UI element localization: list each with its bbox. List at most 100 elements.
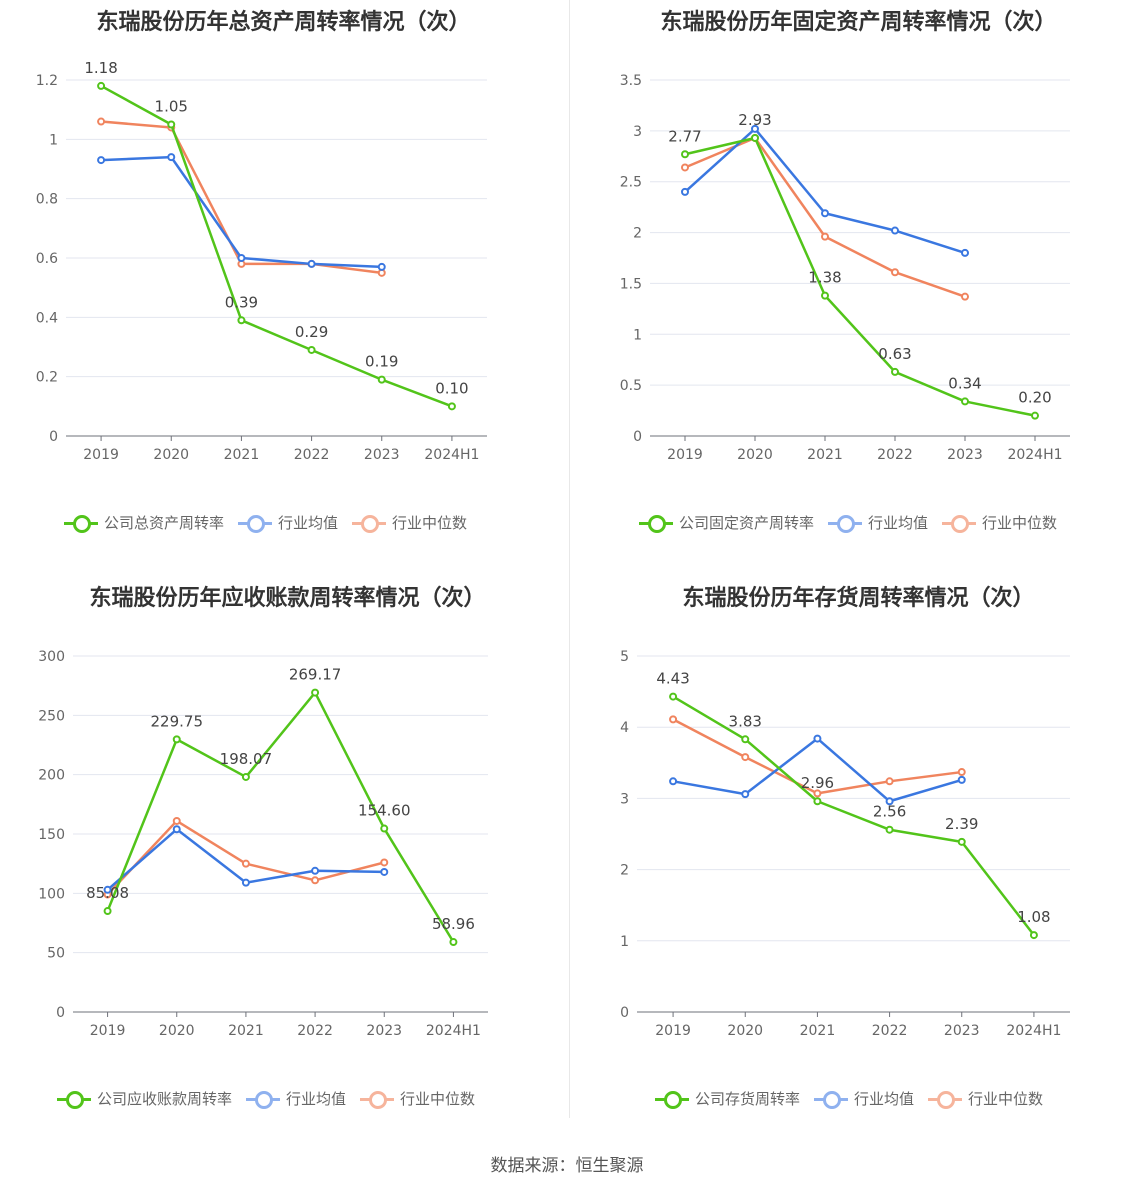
legend-item-company[interactable]: 公司固定资产周转率 [639, 512, 814, 533]
chart-legend: 公司总资产周转率 行业均值 行业中位数 [64, 512, 481, 533]
legend-item-industry-median[interactable]: 行业中位数 [942, 512, 1057, 533]
data-point-company [167, 120, 176, 129]
legend-item-industry-average[interactable]: 行业均值 [828, 512, 928, 533]
legend-line-icon [57, 1090, 91, 1109]
legend-item-company[interactable]: 公司总资产周转率 [64, 512, 224, 533]
x-tick-label: 2022 [297, 1023, 333, 1039]
x-tick-label: 2024H1 [1007, 447, 1062, 463]
legend-item-industry-average[interactable]: 行业均值 [238, 512, 338, 533]
legend-item-industry-median[interactable]: 行业中位数 [360, 1088, 475, 1109]
legend-label: 公司总资产周转率 [104, 514, 225, 532]
data-label: 0.63 [878, 345, 911, 363]
y-tick-label: 200 [38, 768, 65, 784]
chart-panel-inventory-turnover: 东瑞股份历年存货周转率情况（次） 0 1 2 3 4 5 2019 2020 2021 2022 2… [567, 576, 1134, 1152]
data-point-avg [172, 825, 181, 834]
data-point-median [172, 816, 181, 825]
x-tick-label: 2023 [944, 1023, 980, 1039]
legend-item-industry-average[interactable]: 行业均值 [246, 1088, 346, 1109]
data-point-company [669, 692, 678, 701]
data-label: 0.19 [365, 353, 398, 371]
data-point-avg [751, 124, 759, 133]
y-tick-label: 0 [49, 429, 58, 445]
data-label: 0.29 [295, 323, 328, 341]
data-point-company [741, 735, 750, 744]
y-tick-label: 0.2 [36, 370, 58, 386]
data-label: 58.96 [432, 915, 475, 933]
data-point-median [957, 768, 966, 777]
data-point-median [380, 858, 389, 867]
data-source-footer: 数据来源：恒生聚源 [490, 1156, 644, 1176]
panel-divider [569, 0, 570, 1118]
x-tick-label: 2024H1 [426, 1023, 481, 1039]
y-tick-label: 5 [620, 649, 629, 665]
y-tick-label: 0.6 [36, 251, 58, 267]
legend-item-industry-median[interactable]: 行业中位数 [352, 512, 467, 533]
y-tick-label: 1 [49, 132, 58, 148]
data-label: 2.77 [668, 127, 701, 145]
data-point-median [891, 268, 899, 277]
data-point-median [681, 163, 689, 172]
legend-item-company[interactable]: 公司存货周转率 [655, 1088, 800, 1109]
data-label: 0.10 [435, 379, 468, 397]
y-tick-label: 3 [620, 791, 629, 807]
x-tick-label: 2021 [228, 1023, 264, 1039]
x-tick-label: 2020 [153, 447, 189, 463]
data-point-avg [103, 885, 112, 894]
x-tick-label: 2019 [90, 1023, 126, 1039]
legend-item-industry-median[interactable]: 行业中位数 [928, 1088, 1043, 1109]
legend-label: 行业中位数 [392, 514, 468, 532]
y-tick-label: 300 [38, 649, 65, 665]
data-label: 2.39 [945, 815, 978, 833]
y-tick-label: 1 [633, 327, 642, 343]
chart-panel-receivables-turnover: 东瑞股份历年应收账款周转率情况（次） 0 50 100 150 200 250 300 201… [0, 576, 567, 1152]
chart-panel-fixed-asset-turnover: 东瑞股份历年固定资产周转率情况（次） 0 0.5 1 1.5 2 2.5 3 3.5 2019 2… [567, 0, 1134, 576]
data-point-avg [957, 775, 966, 784]
legend-label: 行业中位数 [968, 1090, 1044, 1108]
legend-item-industry-average[interactable]: 行业均值 [814, 1088, 914, 1109]
data-point-avg [377, 262, 386, 271]
data-label: 0.20 [1018, 389, 1051, 407]
y-tick-label: 0 [620, 1005, 629, 1021]
data-label: 198.07 [220, 750, 273, 768]
x-tick-label: 2024H1 [1006, 1023, 1061, 1039]
line-chart: 0 0.5 1 1.5 2 2.5 3 3.5 2019 2020 2021 2022 2023 2024… [620, 73, 1070, 463]
x-tick-label: 2019 [667, 447, 703, 463]
legend-line-icon [238, 514, 273, 533]
data-label: 1.05 [155, 98, 188, 116]
data-point-avg [241, 878, 250, 887]
legend-line-icon [64, 514, 98, 533]
x-tick-label: 2022 [877, 447, 913, 463]
legend-item-company[interactable]: 公司应收账款周转率 [57, 1088, 232, 1109]
data-label: 2.56 [873, 803, 906, 821]
data-point-company [241, 772, 250, 781]
legend-label: 行业均值 [868, 514, 929, 532]
legend-label: 行业均值 [278, 514, 339, 532]
y-tick-label: 2.5 [620, 175, 642, 191]
y-tick-label: 1.5 [620, 276, 642, 292]
series-line-company [100, 84, 453, 408]
data-point-median [97, 117, 106, 126]
x-tick-label: 2023 [364, 447, 400, 463]
data-point-company [380, 824, 389, 833]
data-label: 1.18 [84, 59, 117, 77]
x-tick-label: 2024H1 [424, 447, 479, 463]
chart-legend: 公司应收账款周转率 行业均值 行业中位数 [57, 1088, 489, 1109]
data-point-company [1029, 931, 1038, 940]
x-tick-label: 2020 [159, 1023, 195, 1039]
data-point-company [172, 735, 181, 744]
y-tick-label: 0.4 [36, 310, 58, 326]
x-tick-label: 2019 [655, 1023, 691, 1039]
data-point-company [885, 825, 894, 834]
data-point-company [813, 797, 822, 806]
x-tick-label: 2022 [872, 1023, 908, 1039]
data-point-company [821, 291, 829, 300]
data-label: 2.96 [801, 774, 834, 792]
data-point-company [103, 907, 112, 916]
x-tick-label: 2021 [224, 447, 260, 463]
data-point-company [891, 367, 899, 376]
data-point-median [813, 789, 822, 798]
data-point-company [681, 150, 689, 159]
data-label: 154.60 [358, 802, 411, 820]
data-point-avg [97, 156, 106, 165]
line-chart: 0 1 2 3 4 5 2019 2020 2021 2022 2023 2024H1 4.43 3.83… [620, 649, 1070, 1039]
